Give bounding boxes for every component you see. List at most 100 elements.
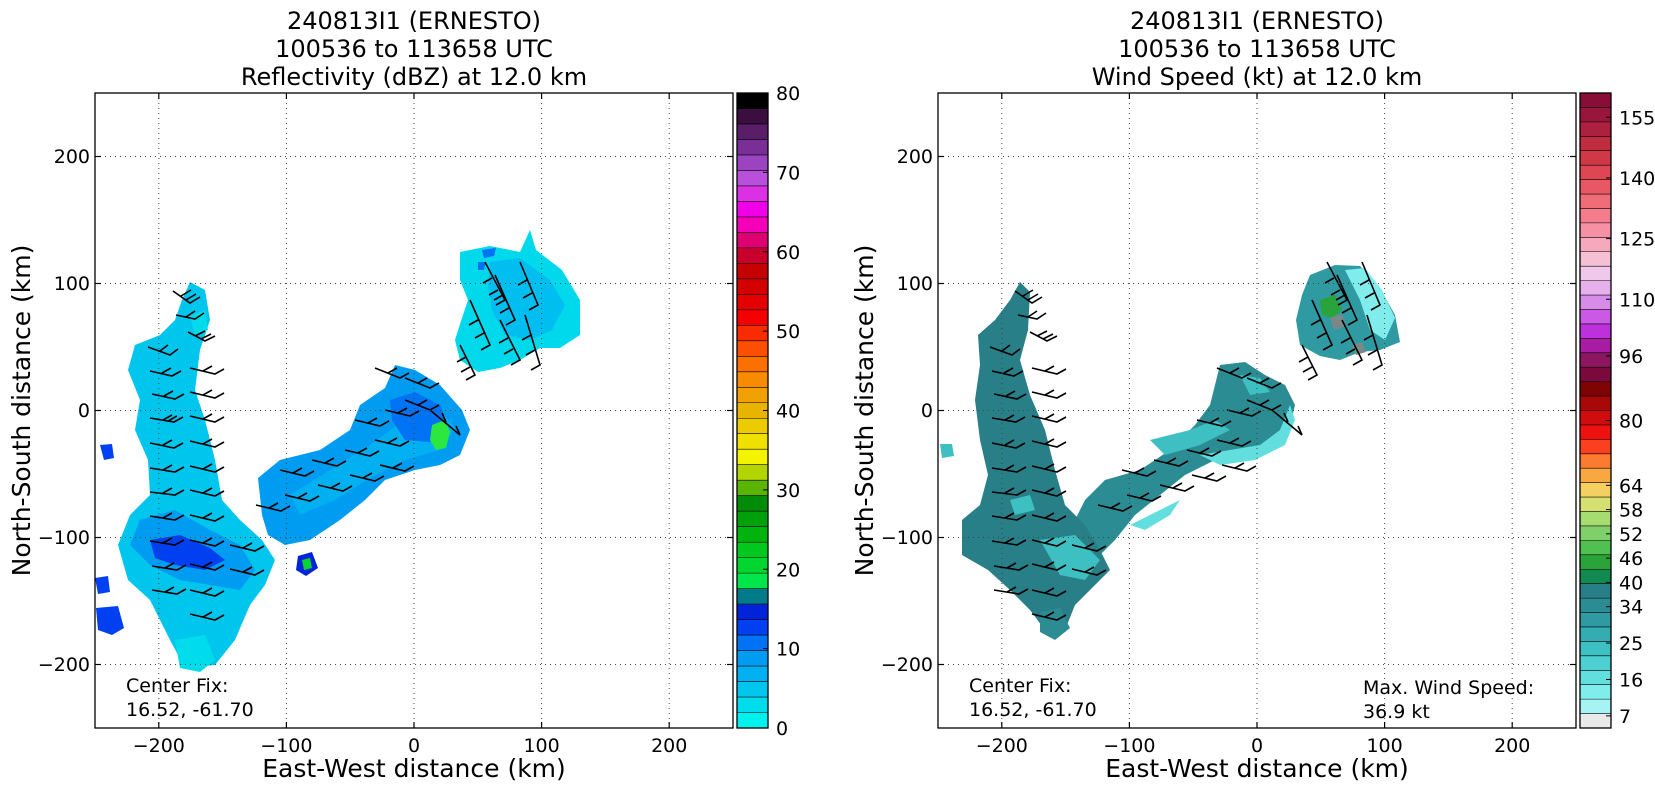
colorbar-swatch — [737, 495, 768, 512]
colorbar-swatch — [1580, 338, 1611, 354]
colorbar-swatch — [737, 542, 768, 558]
x-tick-label: −100 — [1103, 735, 1155, 757]
colorbar-swatch — [737, 666, 768, 682]
colorbar-tick-label: 20 — [776, 559, 800, 581]
colorbar-swatch — [737, 387, 768, 404]
x-tick-label: 100 — [1366, 735, 1402, 757]
x-tick-label: −200 — [976, 735, 1028, 757]
panel-title-line-1: 240813I1 (ERNESTO) — [287, 7, 541, 35]
y-tick-label: 0 — [921, 400, 933, 422]
colorbar-swatch — [737, 573, 768, 589]
colorbar-swatch — [1580, 309, 1611, 325]
colorbar-tick-label: 125 — [1619, 229, 1655, 251]
colorbar-tick-label: 0 — [776, 718, 788, 740]
colorbar-tick-label: 7 — [1619, 706, 1631, 728]
colorbar-tick-label: 64 — [1619, 475, 1643, 497]
colorbar-tick-label: 10 — [776, 639, 800, 661]
echo-isolated-cells — [95, 444, 124, 635]
echo-northeast-inner — [488, 258, 565, 340]
colorbar-swatch — [737, 480, 768, 496]
colorbar-swatch — [1580, 194, 1611, 209]
colorbar-tick-label: 40 — [1619, 572, 1643, 594]
x-tick-label: 100 — [523, 735, 559, 757]
colorbar-swatch — [1580, 453, 1611, 469]
y-tick-label: 200 — [54, 146, 90, 168]
colorbar-tick-label: 52 — [1619, 524, 1643, 546]
colorbar-swatch — [737, 263, 768, 280]
y-axis-label: North-South distance (km) — [850, 245, 879, 577]
colorbar-swatch — [737, 139, 768, 156]
colorbar-tick-label: 70 — [776, 162, 800, 184]
colorbar-swatch — [1580, 554, 1611, 570]
wind-western-arm — [962, 282, 1110, 630]
x-tick-label: 200 — [1494, 735, 1530, 757]
colorbar-tick-label: 58 — [1619, 500, 1643, 522]
colorbar-tick-label: 50 — [776, 321, 800, 343]
colorbar-swatch — [737, 635, 768, 651]
colorbar-swatch — [1580, 655, 1611, 671]
y-tick-label: 100 — [54, 273, 90, 295]
colorbar-swatch — [1580, 569, 1611, 584]
colorbar-swatch — [1580, 295, 1611, 310]
colorbar-swatch — [1580, 670, 1611, 686]
y-tick-label: −100 — [881, 527, 933, 549]
colorbar-swatch — [737, 108, 768, 125]
y-tick-label: −200 — [881, 654, 933, 676]
colorbar-swatch — [737, 418, 768, 435]
colorbar-swatch — [1580, 280, 1611, 296]
grid-right — [938, 93, 1576, 728]
colorbar-swatch — [737, 278, 768, 295]
wind-western-light — [1010, 495, 1100, 580]
colorbar-swatch — [737, 309, 768, 326]
y-tick-label: 100 — [897, 273, 933, 295]
colorbar-swatch — [1580, 222, 1611, 238]
colorbar-swatch — [737, 294, 768, 311]
colorbar-swatch — [1580, 410, 1611, 426]
colorbar-swatch — [1580, 713, 1611, 729]
colorbar-swatch — [1580, 540, 1611, 556]
colorbar-tick-label: 80 — [776, 83, 800, 105]
wind-barbs-left — [147, 261, 541, 621]
colorbar-swatch — [1580, 583, 1611, 599]
center-fix-label: Center Fix: — [126, 675, 228, 697]
colorbar-swatch — [1580, 626, 1611, 642]
colorbar-swatch — [1580, 121, 1611, 137]
colorbar-swatch — [737, 449, 768, 466]
wind-central-mid — [1150, 375, 1270, 455]
colorbar-swatch — [737, 201, 768, 218]
colorbar-swatch — [1580, 352, 1611, 368]
colorbar-swatch — [737, 557, 768, 574]
colorbar-tick-label: 110 — [1619, 289, 1655, 311]
wind-speed-field — [940, 265, 1400, 640]
colorbar-swatch — [1580, 381, 1611, 397]
colorbar-swatch — [737, 604, 768, 620]
wind-speed-panel: 240813I1 (ERNESTO) 100536 to 113658 UTC … — [850, 7, 1655, 783]
x-axis-label: East-West distance (km) — [1105, 754, 1409, 783]
y-tick-label: 0 — [78, 400, 90, 422]
panel-title-line-3: Reflectivity (dBZ) at 12.0 km — [241, 63, 587, 91]
max-wind-speed-value: 36.9 kt — [1363, 701, 1430, 723]
wind-northeast-light — [1345, 268, 1395, 340]
y-tick-labels-left: 200 100 0 −100 −200 — [38, 146, 90, 676]
colorbar-swatch — [1580, 107, 1611, 123]
panel-title-line-1: 240813I1 (ERNESTO) — [1130, 7, 1384, 35]
colorbar-swatch — [737, 433, 768, 450]
colorbar-swatch — [1580, 323, 1611, 339]
colorbar-swatch — [1580, 396, 1611, 411]
colorbar-tick-label: 80 — [1619, 411, 1643, 433]
colorbar-swatch — [1580, 598, 1611, 613]
colorbar-swatch — [737, 232, 768, 249]
y-axis-label: North-South distance (km) — [7, 245, 36, 577]
reflectivity-colorbar: 0 10 20 30 40 50 60 70 80 — [736, 83, 800, 740]
colorbar-tick-label: 46 — [1619, 548, 1643, 570]
colorbar-swatch — [1580, 424, 1611, 440]
colorbar-swatch — [1580, 93, 1611, 108]
colorbar-tick-label: 140 — [1619, 168, 1655, 190]
colorbar-swatch — [737, 123, 768, 140]
max-wind-speed-label: Max. Wind Speed: — [1363, 677, 1534, 699]
ticks-right — [938, 93, 1576, 728]
colorbar-swatch — [737, 464, 768, 481]
colorbar-swatch — [1580, 136, 1611, 152]
